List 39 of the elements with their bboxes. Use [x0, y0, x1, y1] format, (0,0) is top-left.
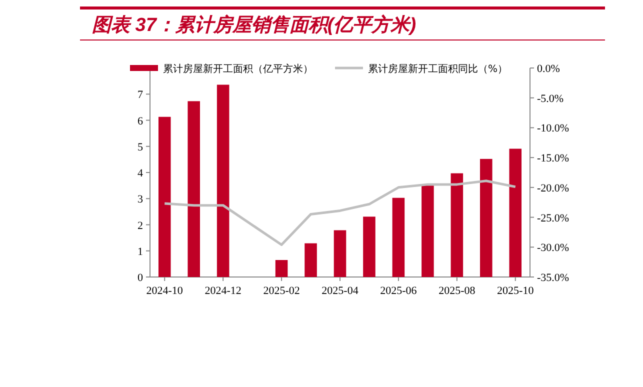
y-tick-label: 5 [138, 141, 144, 154]
bar [450, 173, 464, 277]
y2-tick-label: -5.0% [537, 92, 564, 105]
bar [422, 184, 434, 277]
y2-tick-label: -10.0% [537, 122, 570, 135]
bar [363, 216, 376, 277]
y-tick-label: 1 [138, 246, 143, 258]
bar [304, 243, 317, 277]
line-series [163, 180, 517, 246]
y2-tick-label: -30.0% [537, 242, 570, 254]
y-tick-label: 7 [138, 89, 144, 102]
x-tick-label: 2025-04 [322, 285, 359, 297]
chart-title: 图表 37：累计房屋销售面积(亿平方米) [92, 14, 416, 36]
bar [158, 116, 171, 277]
legend-label: 累计房屋新开工面积同比（%） [368, 63, 508, 75]
bar [334, 230, 346, 277]
y2-tick-label: -25.0% [537, 212, 570, 224]
y-tick-label: 4 [138, 168, 144, 180]
y2-tick-label: 0.0% [537, 63, 560, 75]
x-tick-label: 2025-10 [497, 285, 534, 297]
y2-tick-label: -15.0% [537, 152, 570, 165]
y-tick-label: 2 [138, 220, 143, 232]
y2-tick-label: -35.0% [537, 272, 570, 284]
bar [216, 84, 230, 277]
y-tick-label: 3 [138, 194, 144, 206]
bar [188, 101, 200, 277]
bar [509, 148, 522, 277]
y2-tick-label: -20.0% [537, 182, 570, 194]
y-tick-label: 6 [138, 115, 144, 128]
x-tick-label: 2025-08 [438, 285, 476, 297]
x-tick-label: 2024-12 [204, 285, 242, 297]
bar [275, 260, 288, 277]
legend-label: 累计房屋新开工面积（亿平方米） [163, 63, 313, 75]
x-tick-label: 2024-10 [146, 285, 184, 297]
x-tick-label: 2025-06 [380, 285, 418, 297]
x-tick-label: 2025-02 [263, 285, 300, 297]
bar [392, 198, 405, 277]
y-tick-label: 0 [138, 272, 144, 284]
bar [480, 158, 492, 277]
